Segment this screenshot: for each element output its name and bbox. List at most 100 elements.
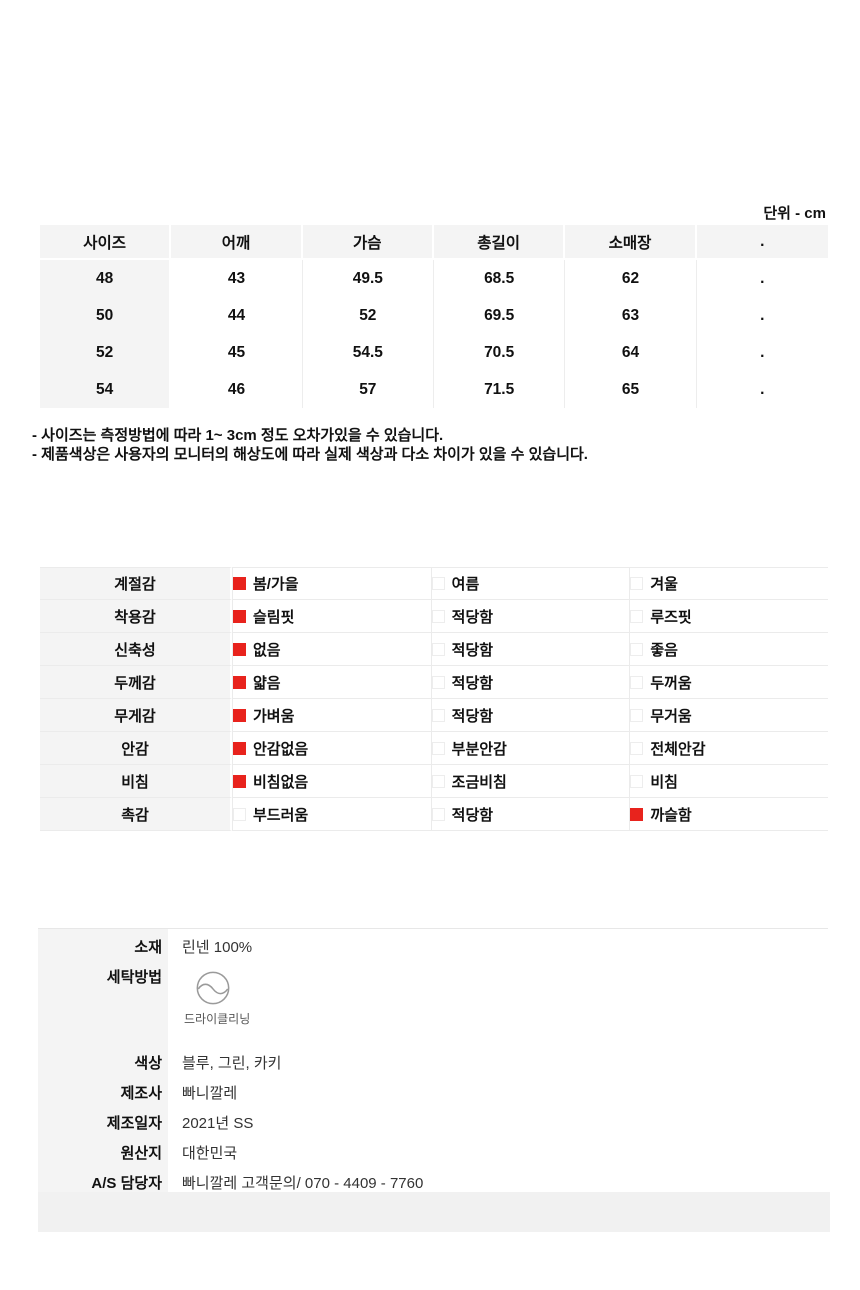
attribute-table: 계절감 봄/가을 여름 겨울 착용감 슬림핏 적당함 루즈핏 신축성 없음 적당함 좋음 두께감 얇음 적당…: [40, 567, 828, 831]
info-row: 색상 블루, 그린, 카키: [38, 1045, 828, 1075]
measurement-value: 49.5: [303, 260, 434, 297]
attribute-row: 비침 비침없음 조금비침 비침: [40, 765, 828, 798]
measurement-value: 43: [171, 260, 303, 297]
measurement-value: 46: [171, 371, 303, 408]
measurement-value: 68.5: [434, 260, 566, 297]
unchecked-box-icon: [431, 741, 445, 755]
measurement-value: .: [760, 343, 765, 361]
unchecked-box-icon: [431, 807, 445, 821]
option-label: 까슬함: [650, 806, 692, 824]
unchecked-box-icon: [630, 708, 644, 722]
checked-box-icon: [233, 609, 246, 623]
attribute-option: 까슬함: [629, 798, 828, 831]
attribute-label: 비침: [40, 765, 232, 798]
unchecked-box-icon: [431, 708, 445, 722]
attribute-option: 두꺼움: [629, 666, 828, 699]
attribute-option: 적당함: [430, 633, 630, 666]
attribute-label: 두께감: [40, 666, 232, 699]
attribute-option: 봄/가을: [232, 567, 431, 600]
option-label: 겨울: [650, 576, 678, 593]
attribute-option: 루즈핏: [629, 600, 828, 633]
attribute-option: 없음: [232, 633, 431, 666]
attribute-option: 적당함: [430, 798, 630, 831]
checked-box-icon: [233, 577, 246, 590]
unchecked-box-icon: [630, 577, 644, 590]
checked-box-icon: [233, 675, 246, 689]
info-row: 원산지 대한민국: [38, 1135, 828, 1165]
measurement-value: 69.5: [434, 297, 566, 334]
attribute-label: 착용감: [40, 600, 232, 633]
measurement-value: 45: [171, 334, 303, 371]
size-row: 48 43 49.5 68.5 62.: [40, 260, 828, 297]
info-label: 제조일자: [38, 1105, 168, 1135]
attribute-option: 전체안감: [629, 732, 828, 765]
measurement-value: 71.5: [434, 371, 566, 408]
measurement-value: .: [760, 269, 765, 287]
attribute-option: 슬림핏: [232, 600, 431, 633]
option-label: 적당함: [451, 608, 494, 626]
size-table: 사이즈 어깨 가슴 총길이 소매장. 48 43 49.5 68.5 62. 50 44 52 69.5…: [40, 225, 828, 408]
measurement-value: 63: [565, 297, 697, 334]
measurement-value: 64: [565, 334, 697, 371]
info-value: 블루, 그린, 카키: [182, 1055, 282, 1072]
option-label: 슬림핏: [253, 608, 295, 626]
size-column-header: .: [696, 225, 828, 260]
info-row: 소재 린넨 100%: [38, 929, 828, 959]
measurement-value: 57: [303, 371, 434, 408]
unchecked-box-icon: [431, 577, 445, 590]
product-info-table: 소재 린넨 100% 세탁방법 드라이클리닝 색상 블루, 그린, 카키 제조사…: [38, 928, 828, 1193]
note-line: - 제품색상은 사용자의 모니터의 해상도에 따라 실제 색상과 다소 차이가 …: [32, 446, 588, 463]
measurement-value: 54.5: [303, 334, 434, 371]
attribute-option: 적당함: [430, 600, 630, 633]
dry-cleaning-icon: [196, 971, 230, 1005]
info-label: 제조사: [38, 1075, 168, 1105]
measurement-value: 65: [565, 371, 697, 408]
unchecked-box-icon: [630, 741, 644, 755]
attribute-label: 계절감: [40, 567, 232, 600]
option-label: 부분안감: [451, 740, 507, 758]
size-column-header: 총길이: [433, 225, 566, 260]
unchecked-box-icon: [630, 675, 644, 689]
info-value: 2021년 SS: [182, 1115, 254, 1132]
size-table-header-row: 사이즈 어깨 가슴 총길이 소매장.: [40, 225, 828, 260]
size-value: 52: [40, 334, 172, 371]
option-label: 안감없음: [253, 740, 309, 758]
attribute-option: 적당함: [430, 699, 630, 732]
unit-label: 단위 - cm: [763, 205, 826, 222]
size-row: 52 45 54.5 70.5 64.: [40, 334, 828, 371]
measurement-value: .: [760, 306, 765, 324]
attribute-row: 신축성 없음 적당함 좋음: [40, 633, 828, 666]
option-label: 얇음: [253, 674, 281, 692]
attribute-option: 비침없음: [232, 765, 431, 798]
measurement-value: 70.5: [434, 334, 566, 371]
option-label: 비침없음: [253, 773, 309, 791]
attribute-row: 두께감 얇음 적당함 두꺼움: [40, 666, 828, 699]
option-label: 적당함: [451, 674, 494, 692]
info-label: 색상: [38, 1045, 168, 1075]
checked-box-icon: [233, 708, 246, 722]
attribute-option: 부드러움: [232, 798, 431, 831]
attribute-option: 부분안감: [430, 732, 630, 765]
info-row: 제조일자 2021년 SS: [38, 1105, 828, 1135]
option-label: 루즈핏: [650, 608, 692, 626]
attribute-option: 비침: [629, 765, 828, 798]
attribute-option: 조금비침: [430, 765, 630, 798]
size-value: 54: [40, 371, 172, 408]
checked-box-icon: [233, 774, 246, 788]
info-value: 대한민국: [182, 1145, 238, 1162]
unchecked-box-icon: [630, 642, 644, 656]
size-row: 50 44 52 69.5 63.: [40, 297, 828, 334]
attribute-option: 가벼움: [232, 699, 431, 732]
option-label: 두꺼움: [650, 674, 692, 692]
size-row: 54 46 57 71.5 65.: [40, 371, 828, 408]
checked-box-icon: [233, 642, 246, 656]
attribute-option: 안감없음: [232, 732, 431, 765]
wash-method-block: 드라이클리닝: [168, 959, 250, 1045]
wash-method-caption: 드라이클리닝: [184, 1012, 251, 1026]
attribute-option: 여름: [430, 567, 630, 600]
info-label: 원산지: [38, 1135, 168, 1165]
info-label: 소재: [38, 929, 168, 959]
attribute-option: 무거움: [629, 699, 828, 732]
unchecked-box-icon: [233, 807, 246, 821]
